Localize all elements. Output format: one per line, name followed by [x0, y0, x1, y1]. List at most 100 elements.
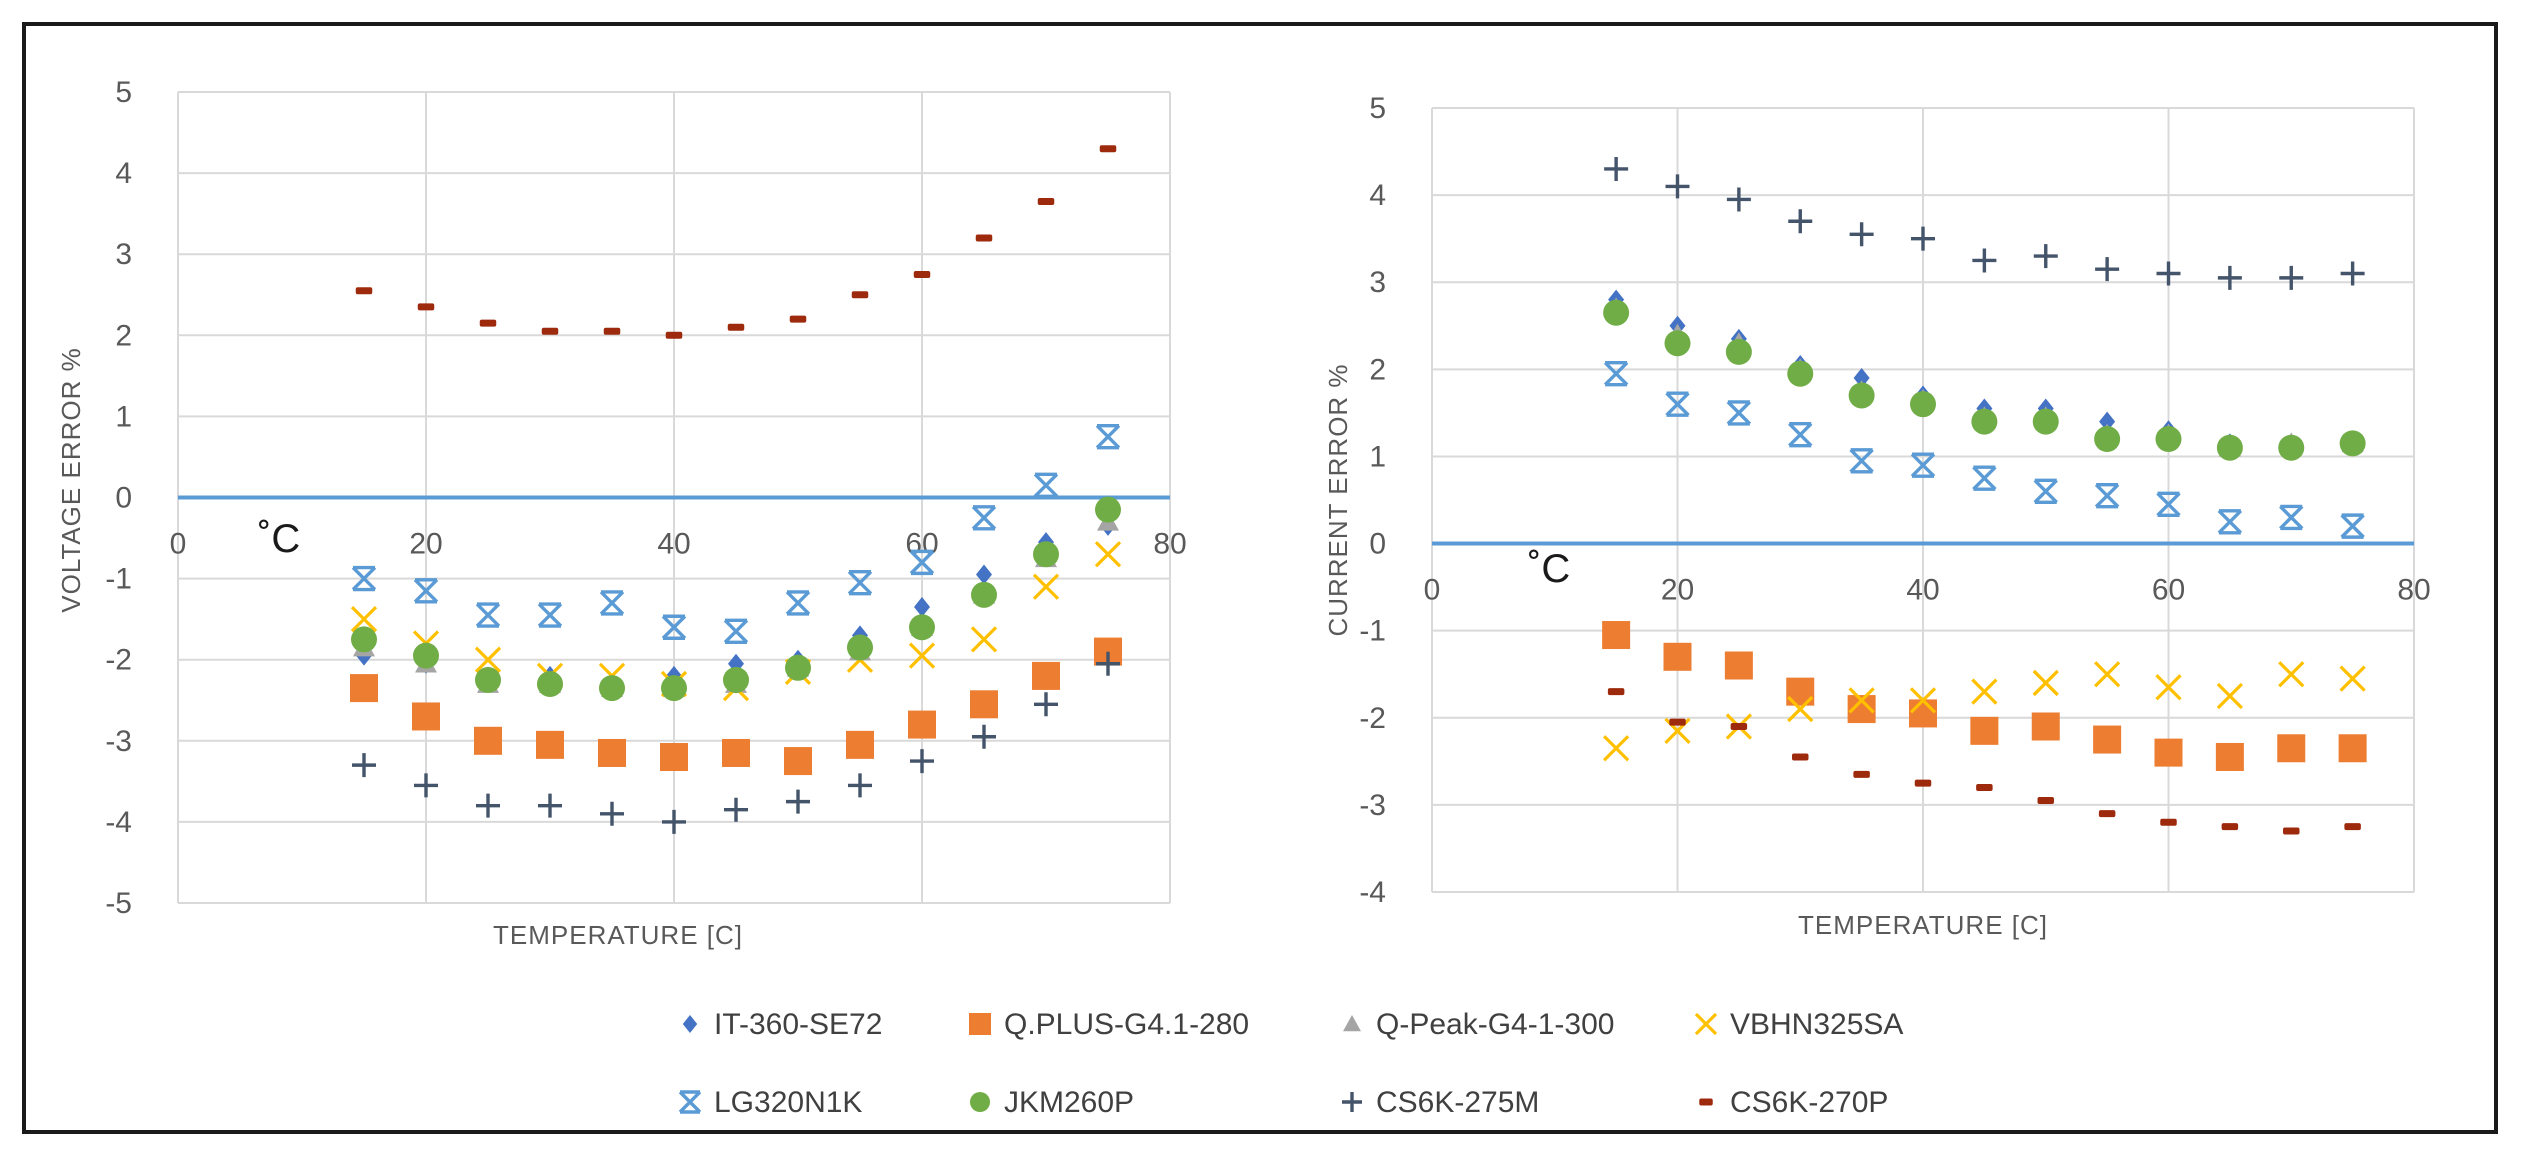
legend: IT-360-SE72 Q.PLUS-G4.1-280 Q-Peak-G4-1-30… — [678, 1008, 1903, 1119]
voltage-point-cs6k-275m — [972, 724, 996, 749]
current-point-cs6k-275m — [2033, 244, 2058, 269]
voltage-point-lg320n1k — [723, 618, 749, 645]
current-x-tick-label: 20 — [1661, 574, 1694, 607]
voltage-point-q-plus-g4-1-280 — [598, 738, 626, 767]
voltage-point-jkm260p — [723, 666, 749, 693]
current-data-points — [1602, 156, 2367, 835]
voltage-point-cs6k-275m — [786, 789, 810, 814]
voltage-series-lg320n1k — [351, 423, 1121, 645]
current-point-lg320n1k — [2094, 482, 2120, 509]
legend-label: Q.PLUS-G4.1-280 — [1004, 1008, 1249, 1041]
voltage-point-lg320n1k — [909, 549, 935, 576]
voltage-point-cs6k-275m — [662, 809, 686, 834]
voltage-point-lg320n1k — [351, 565, 377, 592]
current-series-lg320n1k — [1603, 360, 2365, 539]
current-point-cs6k-270p — [2098, 810, 2116, 818]
current-point-q-plus-g4-1-280 — [1909, 699, 1937, 728]
voltage-point-lg320n1k — [1033, 472, 1059, 499]
current-point-jkm260p — [2216, 434, 2243, 461]
current-point-it-360-se72 — [2099, 411, 2116, 432]
voltage-series-cs6k-275m — [352, 651, 1120, 834]
current-series-vbhn325sa — [1602, 661, 2366, 762]
voltage-series-q-plus-g4-1-280 — [350, 637, 1122, 776]
current-point-jkm260p — [1725, 338, 1752, 365]
current-y-tick-label: 0 — [1369, 528, 1386, 561]
voltage-y-tick-label: -1 — [105, 563, 132, 596]
voltage-y-tick-label: -5 — [105, 887, 132, 920]
current-series-cs6k-270p — [1607, 688, 2361, 835]
current-point-cs6k-275m — [2156, 261, 2181, 286]
current-point-q-plus-g4-1-280 — [1970, 716, 1999, 745]
current-y-tick-label: -4 — [1359, 876, 1386, 909]
current-point-q-plus-g4-1-280 — [2215, 742, 2244, 771]
current-point-lg320n1k — [1849, 448, 1874, 474]
current-point-cs6k-270p — [1853, 770, 1870, 778]
voltage-x-axis-title: TEMPERATURE [C] — [493, 920, 743, 950]
current-y-tick-label: 5 — [1369, 92, 1386, 125]
voltage-point-vbhn325sa — [970, 626, 998, 653]
voltage-point-jkm260p — [599, 675, 625, 702]
current-y-tick-label: -2 — [1359, 702, 1386, 735]
voltage-x-tick-label: 0 — [170, 528, 187, 561]
voltage-unit-label: ˚C — [258, 517, 300, 561]
voltage-data-points — [350, 145, 1122, 834]
voltage-point-cs6k-270p — [789, 315, 807, 323]
voltage-point-q-plus-g4-1-280 — [412, 702, 440, 731]
voltage-point-cs6k-270p — [479, 319, 497, 327]
legend-marker-q-plus-g4-1-280 — [969, 1013, 991, 1035]
legend-item-cs6k-270p: CS6K-270P — [1699, 1086, 1888, 1119]
voltage-point-cs6k-270p — [665, 331, 683, 339]
voltage-y-tick-label: -3 — [105, 725, 132, 758]
voltage-point-cs6k-270p — [603, 327, 621, 335]
legend-label: LG320N1K — [714, 1086, 862, 1119]
voltage-point-vbhn325sa — [908, 642, 936, 669]
current-point-jkm260p — [1971, 408, 1998, 435]
current-point-q-plus-g4-1-280 — [2154, 738, 2183, 767]
voltage-point-jkm260p — [847, 634, 873, 661]
voltage-point-cs6k-275m — [910, 749, 934, 774]
voltage-point-q-plus-g4-1-280 — [908, 710, 936, 739]
current-point-cs6k-275m — [2217, 265, 2242, 290]
voltage-point-cs6k-270p — [417, 303, 435, 311]
current-point-cs6k-275m — [1604, 156, 1629, 181]
legend-marker-it-360-se72 — [682, 1015, 698, 1033]
voltage-y-tick-label: 2 — [115, 319, 132, 352]
current-point-cs6k-275m — [2340, 261, 2365, 286]
current-point-q-plus-g4-1-280 — [2031, 712, 2060, 741]
current-point-cs6k-275m — [1849, 222, 1874, 247]
current-point-cs6k-275m — [2279, 265, 2304, 290]
voltage-point-cs6k-275m — [352, 753, 376, 778]
voltage-point-jkm260p — [661, 675, 687, 702]
voltage-error-chart: 5 4 3 2 1 0 -1 -2 -3 -4 -5 0 20 40 60 80 VOLTAGE ERROR… — [56, 76, 1187, 950]
current-point-vbhn325sa — [1909, 687, 1937, 714]
current-point-jkm260p — [1848, 382, 1875, 409]
current-point-cs6k-275m — [1972, 248, 1997, 273]
current-y-tick-label: -3 — [1359, 789, 1386, 822]
current-point-cs6k-270p — [1976, 783, 1993, 791]
current-y-tick-label: 2 — [1369, 353, 1386, 386]
current-point-vbhn325sa — [1848, 687, 1875, 714]
current-x-tick-label: 0 — [1424, 574, 1441, 607]
voltage-point-lg320n1k — [599, 590, 625, 616]
current-point-jkm260p — [2155, 426, 2182, 453]
voltage-point-lg320n1k — [537, 602, 563, 628]
voltage-point-cs6k-270p — [541, 327, 559, 335]
legend-marker-lg320n1k — [678, 1090, 702, 1114]
voltage-point-q-plus-g4-1-280 — [1032, 661, 1060, 690]
voltage-y-tick-label: 5 — [115, 76, 132, 109]
current-y-tick-label: 4 — [1369, 179, 1386, 212]
current-point-cs6k-270p — [1669, 718, 1686, 726]
legend-label: CS6K-275M — [1376, 1086, 1539, 1119]
current-point-cs6k-270p — [2283, 827, 2300, 835]
voltage-y-tick-label: 0 — [115, 482, 132, 515]
legend-item-cs6k-275m: CS6K-275M — [1342, 1086, 1539, 1119]
current-point-vbhn325sa — [2216, 682, 2244, 710]
current-y-tick-label: 3 — [1369, 266, 1386, 299]
voltage-point-cs6k-275m — [724, 797, 748, 822]
current-point-q-plus-g4-1-280 — [2277, 734, 2306, 763]
legend-marker-q-peak-g4-1-300 — [1343, 1015, 1361, 1032]
voltage-point-cs6k-275m — [600, 801, 624, 826]
current-point-jkm260p — [1603, 299, 1630, 326]
current-unit-label: ˚C — [1528, 547, 1570, 591]
current-point-cs6k-270p — [1914, 779, 1932, 787]
